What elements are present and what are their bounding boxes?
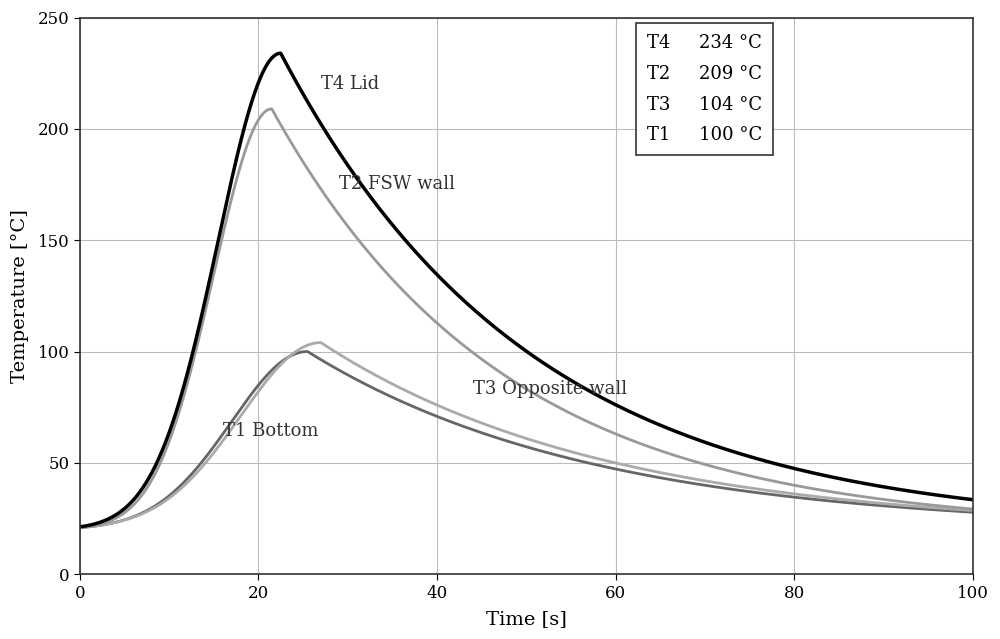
Text: T2 FSW wall: T2 FSW wall	[339, 175, 455, 193]
Y-axis label: Temperature [°C]: Temperature [°C]	[11, 209, 29, 383]
X-axis label: Time [s]: Time [s]	[486, 610, 567, 628]
Text: T4 Lid: T4 Lid	[321, 75, 379, 93]
Text: T3 Opposite wall: T3 Opposite wall	[473, 380, 627, 398]
Text: T4     234 °C
T2     209 °C
T3     104 °C
T1     100 °C: T4 234 °C T2 209 °C T3 104 °C T1 100 °C	[647, 35, 762, 144]
Text: T1 Bottom: T1 Bottom	[223, 422, 318, 440]
